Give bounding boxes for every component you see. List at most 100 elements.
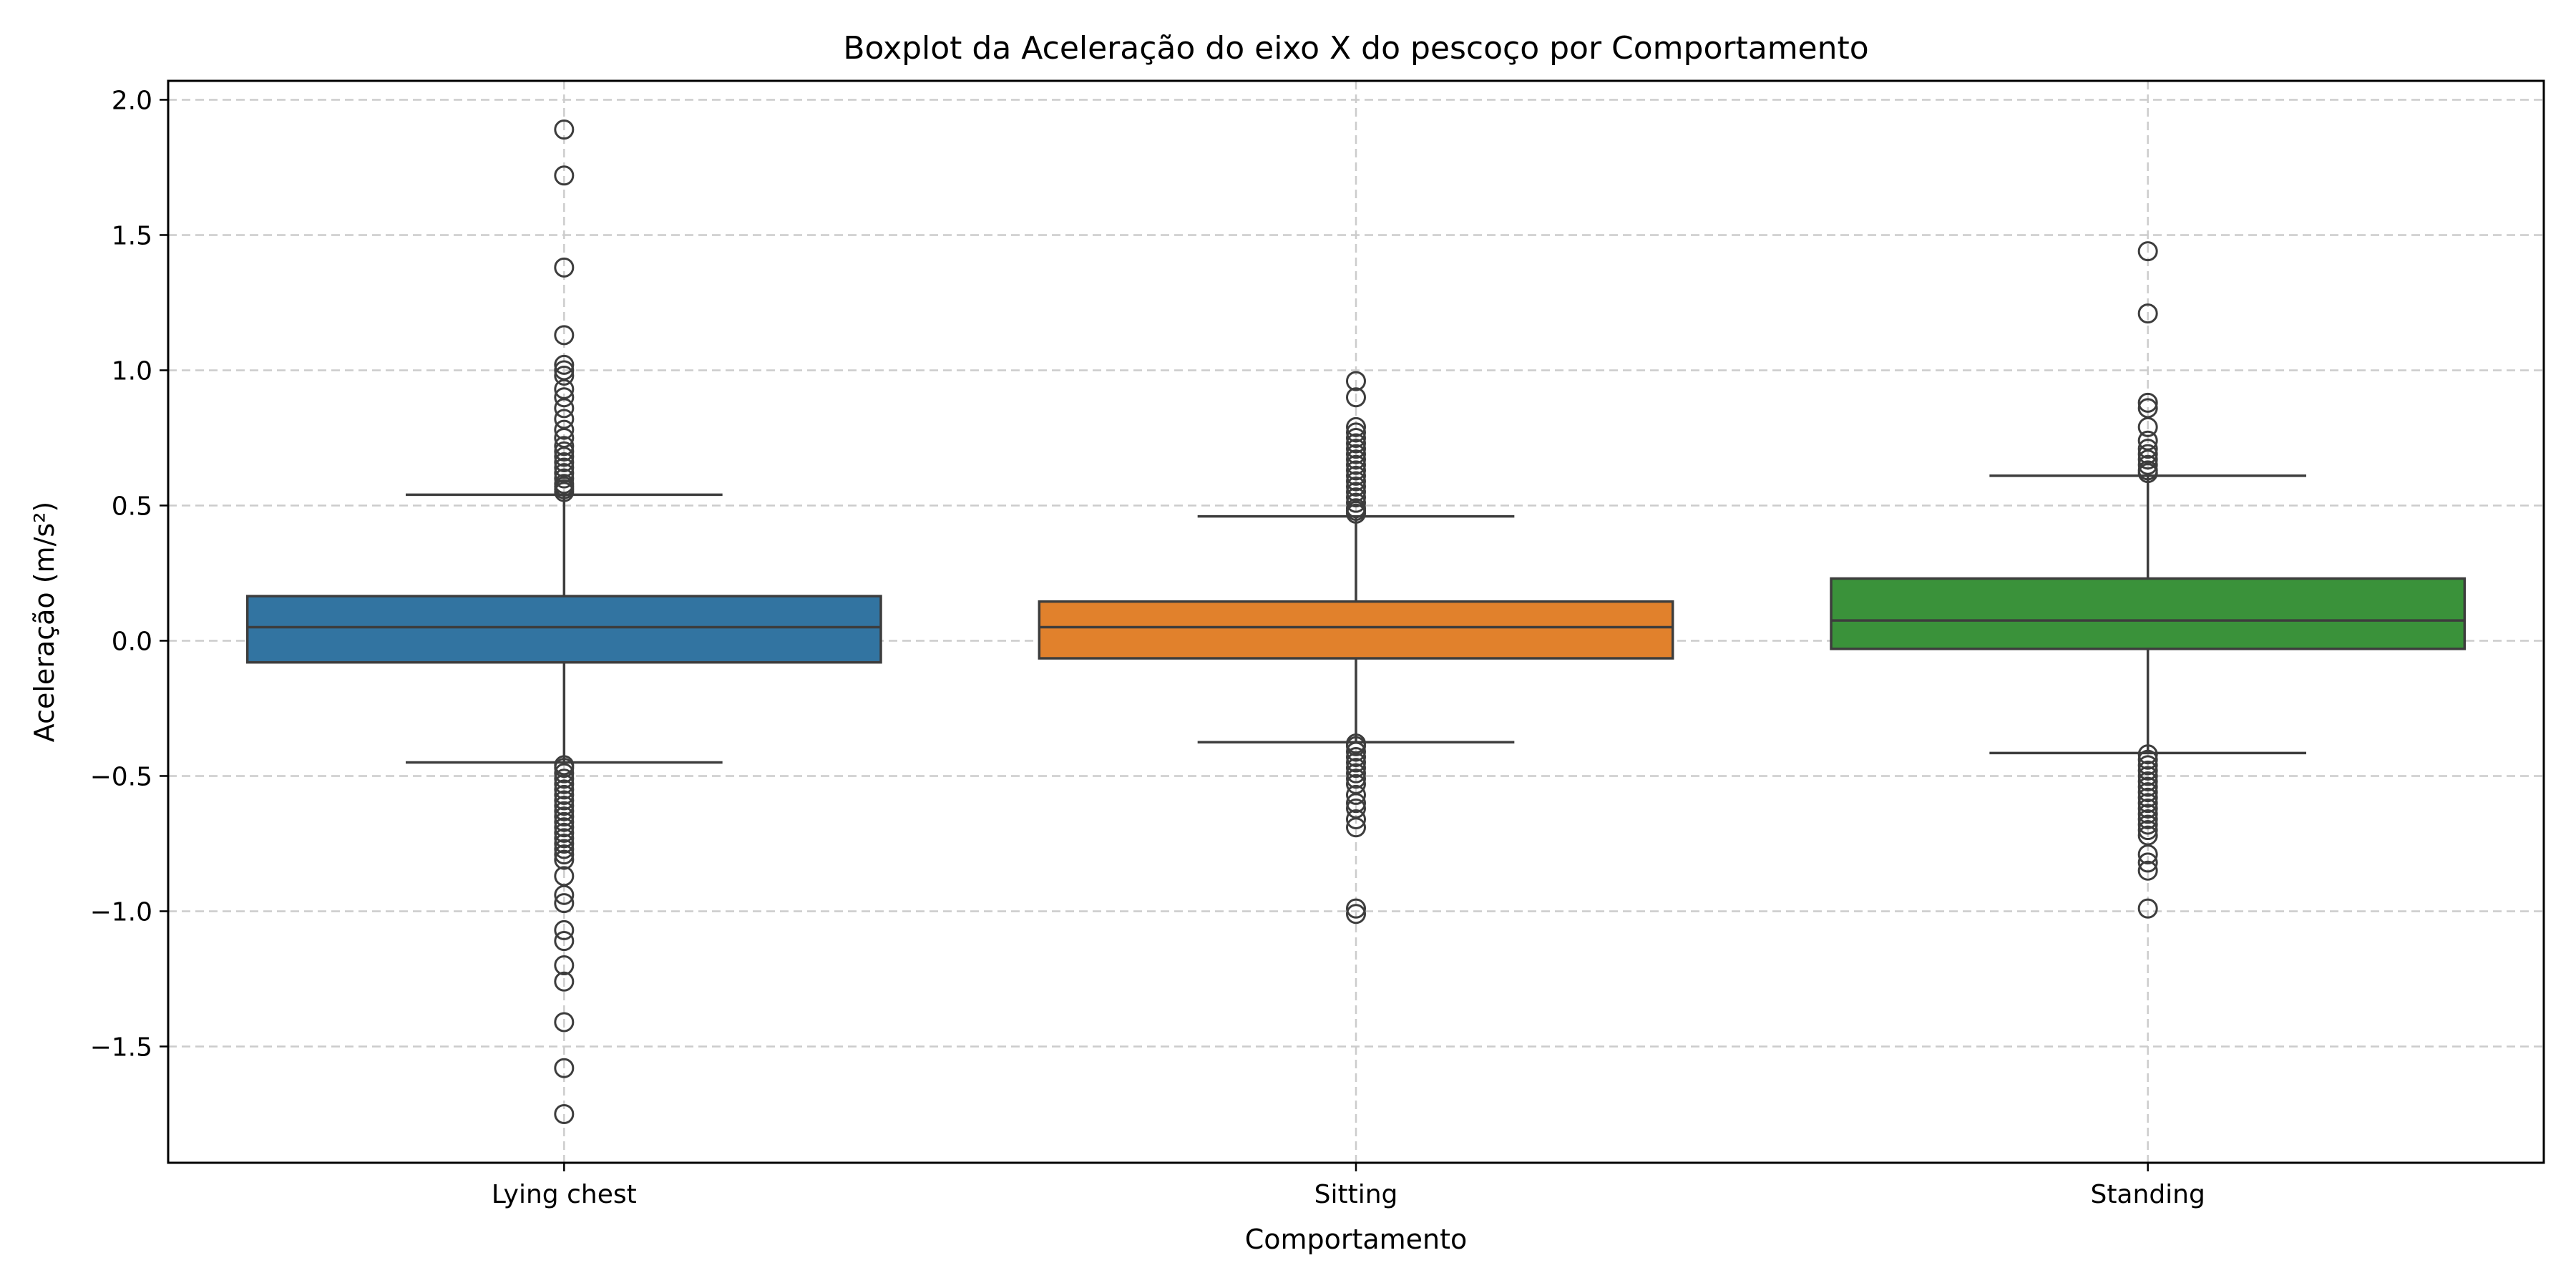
outlier-point [554,849,575,870]
outlier-point [1346,433,1366,454]
outlier-point [2137,771,2158,792]
y-tick-label: 0.5 [112,492,152,521]
outlier-point [1346,758,1366,779]
box-group-sitting [1038,371,1674,924]
box [245,595,882,664]
outlier-point [1346,460,1366,481]
outlier-point [2137,392,2158,413]
outlier-point [554,419,575,440]
y-tick-label: −1.0 [90,897,152,927]
outlier-point [1346,809,1366,829]
outlier-point [1346,763,1366,784]
outlier-point [554,1012,575,1033]
outlier-point [554,398,575,419]
chart-title: Boxplot da Aceleração do eixo X do pesco… [843,30,1868,67]
outlier-point [554,833,575,854]
outlier-point [554,482,575,502]
outlier-point [2137,814,2158,835]
y-tick-label: 2.0 [112,86,152,115]
outlier-point [554,452,575,472]
outlier-point [2137,463,2158,484]
outlier-point [2137,241,2158,262]
outlier-point [2137,449,2158,470]
outlier-point [554,436,575,457]
outlier-point [2137,804,2158,824]
outlier-point [1346,752,1366,773]
outlier-point [554,822,575,843]
outlier-point [554,839,575,859]
outlier-point [554,257,575,278]
outlier-point [1346,898,1366,919]
outlier-point [554,354,575,375]
outlier-point [1346,793,1366,814]
tick-layer: −1.5 −1.0 −0.5 0.0 0.5 1.0 1.5 2.0 Lying chest Si… [90,86,2205,1209]
outlier-point [554,893,575,914]
outlier-point [2137,898,2158,919]
outlier-point [554,387,575,408]
x-tick-label: Lying chest [492,1180,637,1209]
outlier-point [554,779,575,800]
outlier-point [2137,860,2158,881]
outlier-point [2137,760,2158,781]
outlier-point [1346,449,1366,470]
y-tick-label: −0.5 [90,762,152,791]
box [1038,600,1674,660]
x-tick-label: Standing [2090,1180,2205,1209]
outlier-point [554,441,575,462]
outlier-point [2137,303,2158,324]
outlier-point [554,1058,575,1078]
outlier-point [2137,744,2158,765]
outlier-point [554,119,575,140]
outlier-point [1346,427,1366,448]
x-tick-label: Sitting [1314,1180,1398,1209]
outlier-point [2137,787,2158,808]
outlier-point [554,796,575,816]
outlier-point [554,884,575,905]
outlier-point [2137,755,2158,776]
y-tick-label: 1.0 [112,356,152,386]
outlier-point [554,1103,575,1124]
outlier-point [2137,793,2158,814]
outlier-point [2137,766,2158,786]
outlier-point [1346,454,1366,475]
outlier-point [2137,776,2158,797]
outlier-point [554,165,575,186]
outlier-point [554,801,575,821]
outlier-point [1346,736,1366,756]
y-tick-label: −1.5 [90,1033,152,1062]
outlier-point [554,447,575,467]
outlier-point [554,784,575,805]
outlier-point [554,844,575,865]
outlier-point [2137,820,2158,841]
outlier-point [1346,439,1366,459]
outlier-point [2137,809,2158,829]
outlier-point [1346,784,1366,805]
y-axis-label: Aceleração (m/s²) [29,502,60,742]
outlier-point [554,828,575,849]
outlier-point [554,758,575,779]
outlier-point [2137,439,2158,459]
outlier-point [554,806,575,827]
outlier-point [1346,416,1366,437]
outlier-point [554,817,575,838]
outlier-point [2137,749,2158,770]
outlier-point [1346,741,1366,762]
y-tick-label: 0.0 [112,627,152,656]
outlier-point [1346,769,1366,789]
box-group-lying-chest [245,119,882,1124]
y-tick-label: 1.5 [112,221,152,250]
outlier-point [1346,817,1366,838]
outlier-point [1346,477,1366,497]
outlier-point [554,931,575,952]
outlier-point [2137,782,2158,803]
outlier-point [554,790,575,811]
outlier-point [1346,444,1366,464]
outlier-point [554,325,575,346]
outlier-point [554,955,575,976]
outlier-point [554,971,575,992]
box-group-standing [1830,241,2467,919]
outlier-point [2137,852,2158,873]
outlier-point [554,811,575,832]
outlier-point [554,769,575,789]
